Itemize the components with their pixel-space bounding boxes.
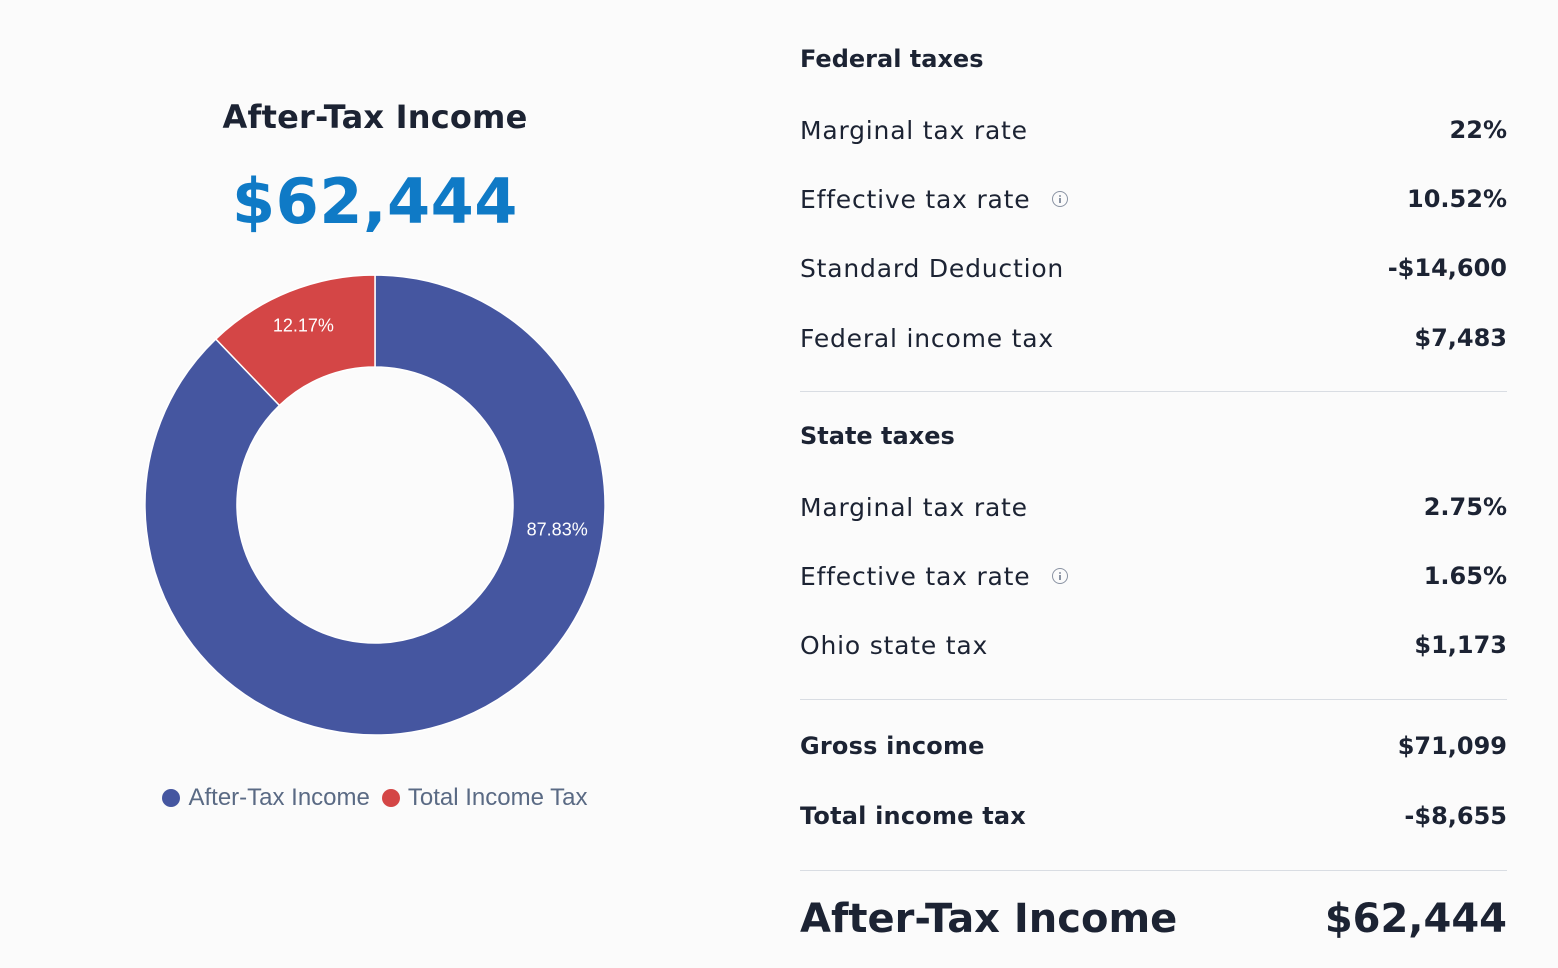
- row-value: $1,173: [1414, 631, 1507, 659]
- info-icon[interactable]: [1052, 568, 1069, 584]
- federal-effective-row: Effective tax rate 10.52%: [800, 181, 1507, 217]
- row-value: 2.75%: [1423, 493, 1507, 521]
- slice-label: 87.83%: [527, 519, 588, 539]
- info-icon[interactable]: [1052, 191, 1069, 207]
- legend-item-total-income-tax[interactable]: Total Income Tax: [381, 784, 588, 812]
- legend-label: Total Income Tax: [407, 784, 588, 811]
- federal-marginal-row: Marginal tax rate 22%: [800, 112, 1507, 148]
- row-label: Marginal tax rate: [800, 492, 1028, 522]
- divider: [800, 870, 1507, 871]
- federal-heading: Federal taxes: [800, 45, 984, 73]
- row-label: Effective tax rate: [800, 184, 1031, 214]
- row-value: 10.52%: [1407, 185, 1507, 213]
- row-label: Marginal tax rate: [800, 115, 1028, 145]
- total-label: After-Tax Income: [800, 896, 1178, 942]
- federal-deduction-row: Standard Deduction -$14,600: [800, 250, 1507, 286]
- state-tax-row: Ohio state tax $1,173: [800, 627, 1507, 663]
- row-label-wrap: Effective tax rate: [800, 561, 1069, 591]
- income-chart-panel: After-Tax Income $62,444 87.83% 12.17% Af…: [0, 0, 750, 968]
- row-value: -$14,600: [1387, 254, 1507, 282]
- gross-income-row: Gross income $71,099: [800, 728, 1507, 764]
- row-value: 22%: [1449, 116, 1507, 144]
- after-tax-income-total-row: After-Tax Income $62,444: [800, 896, 1507, 942]
- summary-amount: $62,444: [232, 165, 518, 238]
- federal-income-tax-row: Federal income tax $7,483: [800, 320, 1507, 356]
- legend-item-after-tax-income[interactable]: After-Tax Income: [162, 784, 370, 812]
- row-value: -$8,655: [1404, 802, 1507, 830]
- row-label: Total income tax: [800, 802, 1026, 830]
- divider: [800, 391, 1507, 392]
- state-effective-row: Effective tax rate 1.65%: [800, 558, 1507, 594]
- divider: [800, 699, 1507, 700]
- row-label: Standard Deduction: [800, 253, 1065, 283]
- row-value: 1.65%: [1423, 562, 1507, 590]
- row-value: $7,483: [1414, 324, 1507, 352]
- row-label: Gross income: [800, 732, 985, 760]
- legend-label: After-Tax Income: [188, 784, 370, 811]
- row-label-wrap: Effective tax rate: [800, 184, 1069, 214]
- row-label: Effective tax rate: [800, 561, 1031, 591]
- donut-slice-after-tax-income[interactable]: [144, 274, 606, 736]
- slice-label: 12.17%: [273, 316, 334, 336]
- tax-breakdown-panel: Federal taxes Marginal tax rate 22% Effe…: [800, 0, 1507, 968]
- row-value: $71,099: [1397, 732, 1507, 760]
- row-label: Ohio state tax: [800, 630, 989, 660]
- total-value: $62,444: [1324, 896, 1507, 942]
- donut-slice-total-income-tax[interactable]: [214, 274, 376, 407]
- summary-title: After-Tax Income: [222, 98, 528, 136]
- state-heading: State taxes: [800, 422, 955, 450]
- legend-dot-icon: [381, 789, 400, 807]
- chart-legend: After-Tax Income Total Income Tax: [0, 784, 750, 812]
- total-income-tax-row: Total income tax -$8,655: [800, 798, 1507, 834]
- legend-dot-icon: [162, 789, 181, 807]
- donut-chart: 87.83% 12.17%: [144, 274, 606, 736]
- row-label: Federal income tax: [800, 323, 1054, 353]
- state-marginal-row: Marginal tax rate 2.75%: [800, 489, 1507, 525]
